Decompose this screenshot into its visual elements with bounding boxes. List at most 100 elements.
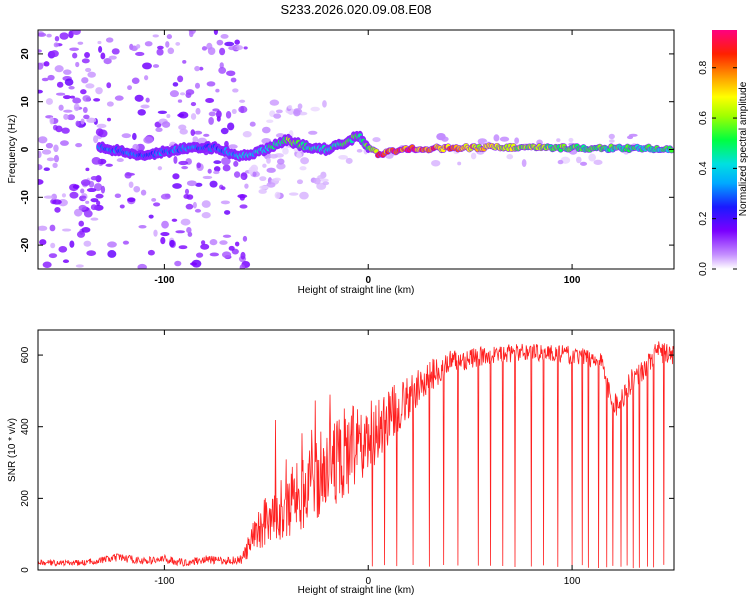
spectrogram-noise-blob bbox=[78, 220, 85, 227]
spectrogram-noise-blob bbox=[276, 162, 286, 170]
spectrogram-noise-blob bbox=[77, 41, 84, 45]
spectrogram-noise-blob bbox=[275, 109, 283, 114]
spectrogram-noise-blob bbox=[138, 224, 147, 229]
spectrogram-noise-blob bbox=[196, 252, 204, 258]
spectrogram-noise-blob bbox=[100, 185, 106, 194]
spectrogram-noise-blob bbox=[90, 204, 98, 211]
spectrogram-noise-blob bbox=[160, 236, 166, 245]
spectrogram-noise-blob bbox=[201, 46, 208, 51]
spectrogram-noise-blob bbox=[72, 52, 78, 59]
spectrogram-noise-blob bbox=[266, 157, 271, 164]
spectrogram-noise-blob bbox=[86, 187, 97, 193]
colorbar: 0.0 0.2 0.4 0.6 0.8 Normalized spectral ampl… bbox=[698, 30, 749, 276]
spectrogram-noise-blob bbox=[43, 61, 50, 67]
spectrogram-noise-blob bbox=[80, 188, 85, 194]
spectrogram-noise-blob bbox=[233, 171, 241, 178]
spectrogram-noise-blob bbox=[209, 180, 218, 188]
spectrogram-noise-blob bbox=[172, 183, 182, 189]
spectrogram-noise-blob bbox=[259, 176, 267, 182]
spectrogram-noise-blob bbox=[81, 77, 89, 84]
spectrogram-noise-blob bbox=[137, 263, 147, 269]
spectrogram-noise-blob bbox=[69, 95, 76, 99]
spectrogram-noise-blob bbox=[231, 108, 237, 115]
spectrogram-noise-blob bbox=[282, 147, 289, 155]
spectrogram-noise-blob bbox=[137, 109, 146, 116]
spectrogram-noise-blob bbox=[153, 202, 161, 207]
spectrogram-noise-blob bbox=[576, 156, 582, 164]
colorbar-tick-label: 0.0 bbox=[698, 262, 709, 276]
spectrogram-noise-blob bbox=[160, 232, 170, 237]
spectrogram-noise-blob bbox=[173, 155, 178, 164]
spectrogram-noise-blob bbox=[62, 259, 70, 264]
spectrogram-noise-blob bbox=[470, 152, 477, 160]
spectrogram-noise-blob bbox=[135, 51, 145, 57]
spectrogram-noise-blob bbox=[274, 191, 281, 199]
spectrogram-noise-blob bbox=[233, 160, 239, 167]
spectrogram-noise-blob bbox=[242, 235, 248, 242]
spectrogram-noise-blob bbox=[190, 113, 197, 120]
spectrogram-noise-blob bbox=[90, 175, 99, 181]
spectrogram-noise-blob bbox=[55, 125, 63, 133]
spectrogram-y-tick-label: -10 bbox=[20, 190, 31, 205]
spectrogram-noise-blob bbox=[46, 157, 55, 162]
spectrogram-noise-blob bbox=[91, 156, 101, 165]
spectrogram-noise-blob bbox=[172, 173, 180, 180]
spectrogram-noise-blob bbox=[140, 104, 150, 109]
spectrogram-noise-blob bbox=[75, 61, 80, 68]
spectrogram-noise-blob bbox=[206, 81, 216, 87]
spectrogram-noise-blob bbox=[93, 135, 99, 144]
spectrogram-noise-blob bbox=[345, 157, 353, 164]
spectrogram-noise-blob bbox=[220, 127, 229, 135]
spectrogram-noise-blob bbox=[52, 199, 62, 205]
spectrogram-noise-blob bbox=[61, 193, 67, 198]
spectrogram-noise-blob bbox=[161, 121, 171, 128]
spectrogram-noise-blob bbox=[182, 60, 187, 64]
spectrogram-noise-blob bbox=[356, 148, 363, 153]
snr-x-label: Height of straight line (km) bbox=[298, 585, 415, 596]
spectrogram-noise-blob bbox=[338, 154, 348, 160]
spectrogram-noise-blob bbox=[83, 114, 90, 120]
spectrogram-noise-blob bbox=[119, 204, 125, 209]
spectrogram-noise-blob bbox=[106, 101, 114, 107]
spectrogram-noise-blob bbox=[59, 32, 69, 40]
spectrogram-noise-blob bbox=[38, 32, 47, 37]
spectrogram-noise-blob bbox=[59, 140, 69, 146]
spectrogram-noise-blob bbox=[72, 97, 82, 104]
spectrogram-noise-blob bbox=[244, 183, 249, 189]
spectrogram-noise-blob bbox=[457, 161, 462, 166]
spectrogram-ridge-layer bbox=[96, 130, 674, 162]
spectrogram-noise-blob bbox=[127, 85, 132, 91]
spectrogram-noise-blob bbox=[200, 240, 206, 245]
spectrogram-noise-blob bbox=[85, 167, 90, 172]
spectrogram-noise-blob bbox=[195, 182, 203, 187]
spectrogram-noise-blob bbox=[609, 139, 615, 143]
spectrogram-noise-blob bbox=[136, 44, 141, 49]
spectrogram-noise-blob bbox=[142, 62, 152, 70]
spectrogram-noise-blob bbox=[38, 89, 43, 94]
spectrogram-noise-blob bbox=[144, 41, 153, 47]
spectrogram-noise-blob bbox=[169, 90, 179, 98]
spectrogram-noise-blob bbox=[76, 230, 86, 238]
spectrogram-noise-blob bbox=[181, 166, 189, 170]
spectrogram-noise-blob bbox=[63, 109, 73, 113]
spectrogram-noise-blob bbox=[61, 127, 70, 134]
spectrogram-noise-blob bbox=[215, 88, 220, 93]
spectrogram-noise-blob bbox=[114, 95, 124, 101]
spectrogram-noise-blob bbox=[106, 82, 112, 89]
spectrogram-noise-blob bbox=[190, 262, 198, 266]
spectrogram-noise-blob bbox=[269, 153, 278, 159]
spectrogram-noise-blob bbox=[194, 208, 202, 213]
spectrogram-noise-blob bbox=[105, 163, 113, 167]
spectrogram-noise-blob bbox=[86, 117, 97, 123]
spectrogram-noise-blob bbox=[222, 234, 232, 238]
spectrogram-noise-blob bbox=[262, 163, 267, 168]
chart-title: S233.2026.020.09.08.E08 bbox=[280, 2, 431, 17]
snr-y-tick-label: 200 bbox=[20, 490, 31, 507]
spectrogram-noise-blob bbox=[209, 252, 220, 257]
spectrogram-noise-blob bbox=[207, 47, 216, 55]
spectrogram-noise-blob bbox=[38, 49, 43, 53]
spectrogram-noise-blob bbox=[174, 260, 182, 267]
spectrogram-noise-blob bbox=[293, 109, 301, 117]
spectrogram-x-label: Height of straight line (km) bbox=[298, 285, 415, 296]
spectrogram-noise-blob bbox=[73, 103, 80, 112]
